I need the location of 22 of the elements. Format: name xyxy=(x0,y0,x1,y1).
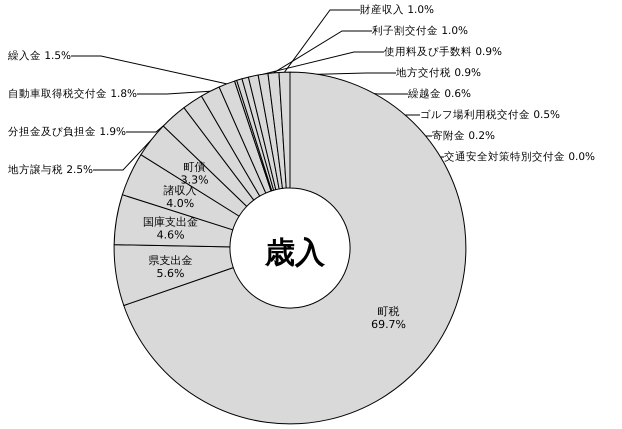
data-label: 3.3% xyxy=(180,174,209,187)
category-label: 交通安全対策特別交付金 0.0% xyxy=(444,151,596,163)
slice-label: 分担金及び負担金 1.9% xyxy=(8,126,126,138)
slice-label: 寄附金 0.2% xyxy=(432,129,496,142)
data-label: 5.6% xyxy=(156,266,184,280)
slice-label: 利子割交付金 1.0% xyxy=(372,24,468,37)
text: 歳入 xyxy=(264,236,326,270)
slice-label: 国庫支出金 xyxy=(143,215,198,228)
slice-label: 使用料及び手数料 0.9% xyxy=(384,45,502,58)
slice-label: 繰越金 0.6% xyxy=(407,87,472,100)
slice-label: 町債 xyxy=(184,160,206,174)
data-label: 4.0% xyxy=(166,197,194,210)
slice-label: 町税 xyxy=(378,305,400,318)
slice-label: 財産収入 1.0% xyxy=(360,3,434,16)
data-label: 4.6% xyxy=(156,228,185,242)
slice-label: ゴルフ場利用税交付金 0.5% xyxy=(420,108,560,121)
slice-label: 地方譲与税 2.5% xyxy=(7,163,94,176)
data-label: 69.7% xyxy=(371,318,406,332)
slice-label: 繰入金 1.5% xyxy=(7,49,72,62)
slice-label: 県支出金 xyxy=(148,254,193,267)
slice-label: 自動車取得税交付金 1.8% xyxy=(8,87,138,100)
slice-label: 地方交付税 0.9% xyxy=(395,66,482,79)
